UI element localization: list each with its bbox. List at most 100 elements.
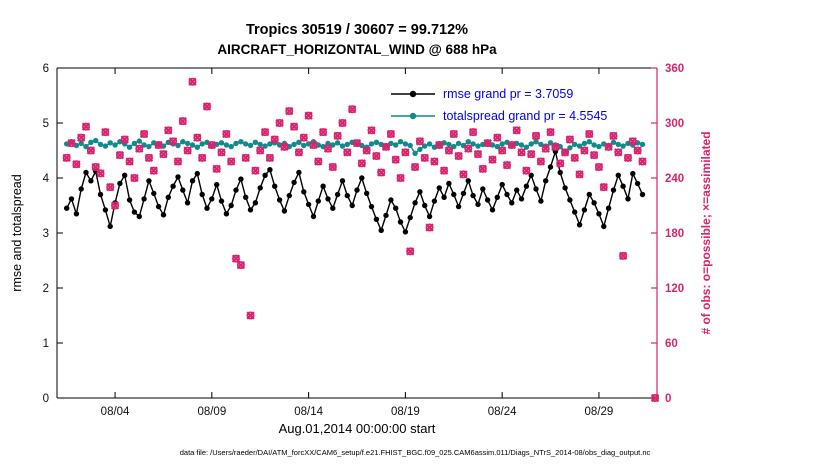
obs-assimilated-marker [623,153,633,162]
obs-possible-marker [304,111,313,120]
obs-possible-marker [193,133,202,142]
obs-possible-marker [411,162,420,171]
totalspread-marker [470,141,476,147]
obs-assimilated-marker [570,153,579,162]
rmse-marker [455,203,462,210]
obs-possible-marker [314,157,323,166]
totalspread-marker [528,141,534,147]
totalspread-marker [499,141,505,147]
totalspread-marker [189,142,196,148]
obs-possible-marker [522,166,531,175]
obs-possible-marker [120,135,129,144]
totalspread-marker [402,141,409,147]
obs-assimilated-marker [444,146,454,155]
obs-assimilated-marker [420,153,429,162]
rmse-marker [97,191,104,198]
totalspread-marker [180,139,186,145]
rmse-marker [605,205,612,211]
obs-possible-marker [651,393,660,402]
totalspread-marker [126,144,133,150]
rmse-marker [591,200,597,206]
rmse-marker [601,223,607,230]
obs-possible-marker [67,139,76,148]
rmse-marker [620,183,626,189]
obs-assimilated-marker [546,128,555,137]
obs-possible-marker [488,155,497,164]
obs-possible-marker [604,142,613,151]
rmse-marker [160,212,167,218]
totalspread-marker [88,139,94,145]
x-tick-label: 08/04 [101,406,130,418]
legend-label-totalspread: totalspread grand pr = 4.5545 [443,109,608,123]
rmse-marker [267,167,273,173]
obs-possible-marker [299,133,308,142]
y-right-tick-label: 240 [665,173,684,185]
totalspread-marker [218,140,225,146]
obs-assimilated-marker [449,129,458,139]
totalspread-marker [426,141,433,147]
obs-possible-marker [309,140,318,149]
obs-possible-marker [386,129,395,138]
rmse-marker [146,178,152,184]
obs-possible-marker [619,251,628,260]
legend-swatch-rmse-icon [391,90,435,98]
obs-assimilated-marker [362,146,371,155]
totalspread-marker [296,139,302,145]
totalspread-marker [446,141,452,148]
rmse-marker [538,198,544,204]
obs-possible-marker [183,146,192,155]
obs-possible-marker [454,151,463,160]
obs-assimilated-marker [512,126,521,135]
rmse-marker [610,187,617,193]
rmse-marker [412,200,418,206]
rmse-marker [446,180,452,187]
totalspread-marker [368,141,375,147]
obs-possible-marker [469,128,478,137]
obs-assimilated-marker [130,173,139,183]
totalspread-marker [93,137,99,144]
rmse-marker [417,189,423,195]
totalspread-marker [407,142,413,149]
totalspread-marker [247,142,254,149]
obs-possible-marker [478,164,487,173]
obs-possible-marker [290,122,299,131]
obs-possible-marker [348,105,357,114]
obs-possible-marker [459,170,468,179]
obs-possible-marker [62,153,71,162]
obs-assimilated-marker [77,133,86,142]
obs-assimilated-marker [498,146,507,155]
obs-assimilated-marker [551,142,560,151]
rmse-marker [88,178,94,184]
rmse-marker [180,187,186,193]
totalspread-marker [233,140,239,147]
rmse-marker [136,213,142,220]
obs-assimilated-marker [425,223,434,232]
rmse-marker [339,178,346,184]
rmse-marker [543,178,549,184]
rmse-marker [155,203,162,210]
totalspread-marker [243,141,249,147]
obs-possible-marker [86,146,95,155]
rmse-marker [63,205,70,211]
y-left-tick-label: 2 [43,283,49,295]
obs-assimilated-marker [527,150,536,159]
totalspread-marker [397,139,404,145]
obs-assimilated-marker [91,162,100,172]
totalspread-marker [184,140,191,147]
rmse-marker [296,169,302,176]
rmse-marker [567,197,573,203]
obs-assimilated-marker [478,164,487,173]
obs-possible-marker [556,159,565,168]
obs-possible-marker [425,223,434,232]
totalspread-marker [591,142,597,148]
rmse-marker [630,170,636,177]
obs-possible-marker [256,146,265,155]
totalspread-marker [572,141,578,148]
obs-assimilated-marker [101,128,110,137]
obs-possible-marker [464,144,473,153]
obs-assimilated-marker [338,118,347,128]
axes: 08/04 08/09 08/14 08/19 08/24 08/290123456060… [43,63,685,418]
rmse-marker [407,214,413,221]
rmse-marker [73,211,80,217]
obs-possible-marker [449,129,458,138]
